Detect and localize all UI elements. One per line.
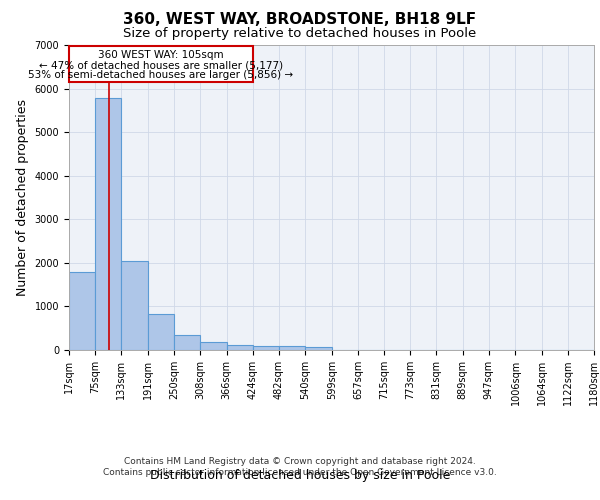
Bar bbox=[148, 314, 174, 350]
Bar bbox=[69, 272, 95, 350]
Bar bbox=[279, 346, 305, 350]
Text: 360 WEST WAY: 105sqm: 360 WEST WAY: 105sqm bbox=[98, 50, 224, 60]
Text: 53% of semi-detached houses are larger (5,856) →: 53% of semi-detached houses are larger (… bbox=[28, 70, 293, 81]
Bar bbox=[200, 342, 227, 350]
FancyBboxPatch shape bbox=[69, 46, 253, 82]
Bar bbox=[174, 336, 200, 350]
Bar bbox=[305, 347, 332, 350]
Text: Distribution of detached houses by size in Poole: Distribution of detached houses by size … bbox=[150, 470, 450, 482]
Text: ← 47% of detached houses are smaller (5,177): ← 47% of detached houses are smaller (5,… bbox=[39, 60, 283, 70]
Text: 360, WEST WAY, BROADSTONE, BH18 9LF: 360, WEST WAY, BROADSTONE, BH18 9LF bbox=[124, 12, 476, 28]
Text: Contains HM Land Registry data © Crown copyright and database right 2024.
Contai: Contains HM Land Registry data © Crown c… bbox=[103, 458, 497, 477]
Bar bbox=[253, 346, 279, 350]
Text: Size of property relative to detached houses in Poole: Size of property relative to detached ho… bbox=[124, 28, 476, 40]
Bar bbox=[95, 98, 121, 350]
Bar bbox=[121, 260, 148, 350]
Bar bbox=[227, 345, 253, 350]
Y-axis label: Number of detached properties: Number of detached properties bbox=[16, 99, 29, 296]
